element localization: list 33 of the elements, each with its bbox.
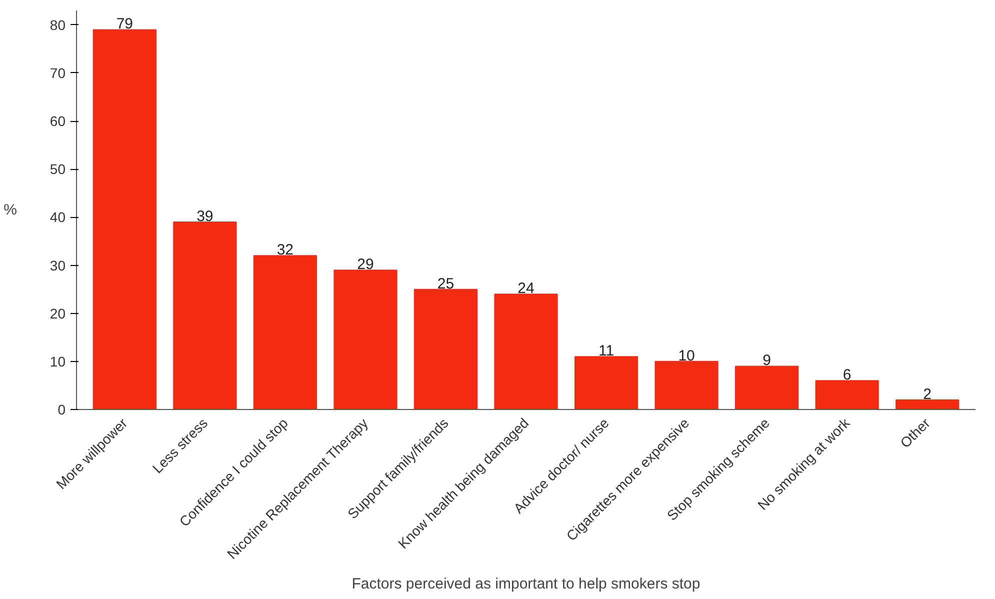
x-axis-title: Factors perceived as important to help smokers stop	[352, 576, 700, 593]
data-label: 2	[923, 386, 932, 403]
bar	[735, 366, 799, 410]
bar	[253, 255, 317, 410]
data-label: 39	[196, 208, 214, 226]
data-label: 32	[276, 242, 294, 259]
y-tick-label: 80	[50, 16, 66, 33]
bar	[815, 380, 879, 410]
bar	[414, 288, 478, 410]
y-tick-label: 10	[50, 353, 66, 370]
y-tick-label: 0	[58, 402, 66, 418]
bar	[896, 399, 960, 410]
data-label: 29	[357, 256, 374, 274]
y-tick-label: 70	[50, 64, 66, 81]
y-tick-label: 30	[50, 257, 66, 274]
y-tick-label: 40	[50, 209, 66, 226]
y-axis-title: %	[4, 202, 17, 218]
data-label: 6	[842, 366, 852, 384]
bar	[334, 270, 398, 410]
y-tick-label: 60	[50, 113, 66, 130]
bar	[574, 356, 638, 410]
data-label: 79	[116, 16, 134, 33]
data-label: 11	[598, 342, 614, 360]
bar	[494, 294, 558, 410]
bar	[173, 222, 237, 410]
data-label: 25	[437, 275, 454, 292]
data-label: 24	[518, 280, 534, 298]
y-tick-label: 20	[50, 305, 66, 322]
bar	[654, 360, 718, 410]
y-tick-label: 50	[50, 161, 66, 178]
data-label: 10	[678, 347, 695, 364]
bar	[92, 29, 156, 410]
data-label: 9	[762, 352, 771, 370]
